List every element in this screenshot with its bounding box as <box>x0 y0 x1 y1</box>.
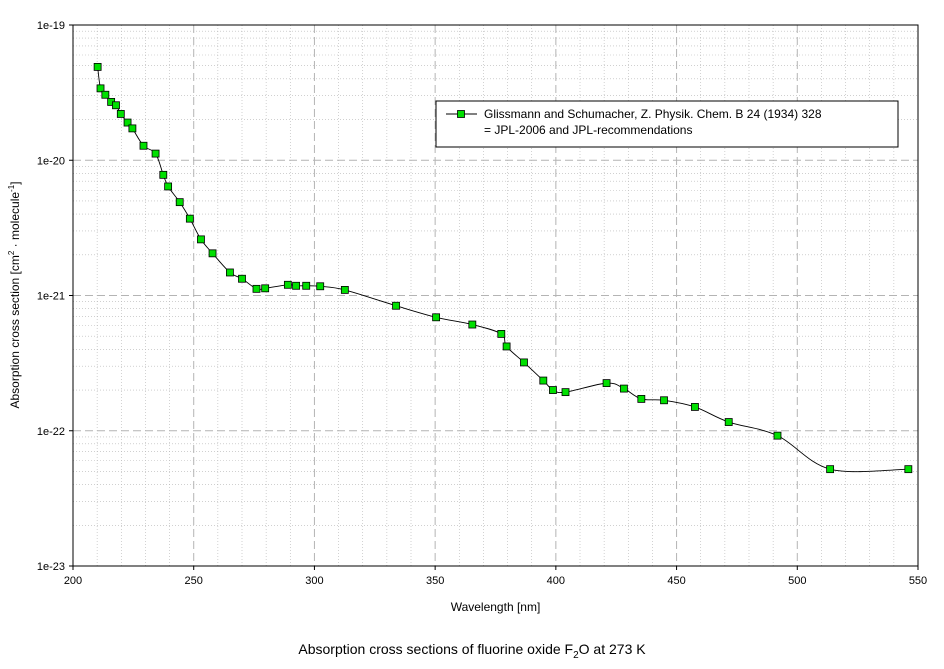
data-point <box>340 286 349 294</box>
legend-marker-sample <box>457 110 465 118</box>
data-point <box>128 124 137 133</box>
data-point <box>197 235 205 244</box>
data-point <box>139 141 148 150</box>
legend-box <box>435 100 899 148</box>
data-point <box>208 249 217 258</box>
data-point <box>773 431 782 440</box>
legend-entry-line1: Glissmann and Schumacher, Z. Physik. Che… <box>484 107 822 121</box>
y-tick-label: 1e-22 <box>37 426 65 438</box>
data-point <box>226 268 234 277</box>
data-point <box>502 342 511 351</box>
x-tick-label: 400 <box>547 575 565 587</box>
x-tick-label: 250 <box>185 575 203 587</box>
data-point <box>620 384 628 393</box>
data-point <box>112 101 120 110</box>
data-point <box>904 465 913 474</box>
data-point <box>549 386 557 394</box>
data-point <box>520 358 528 367</box>
x-tick-label: 550 <box>909 575 927 587</box>
data-point <box>660 396 668 405</box>
data-point <box>116 110 125 118</box>
data-point <box>252 284 261 293</box>
data-point <box>292 281 300 290</box>
data-point <box>123 118 132 127</box>
data-point <box>724 418 733 426</box>
x-tick-label: 300 <box>305 575 323 587</box>
data-point <box>316 282 325 291</box>
data-point <box>175 198 184 207</box>
x-tick-label: 500 <box>788 575 806 587</box>
data-point <box>691 403 699 411</box>
data-point <box>283 280 292 289</box>
legend-entry-line2: = JPL-2006 and JPL-recommendations <box>484 123 692 137</box>
data-point <box>602 379 611 388</box>
data-point <box>101 90 110 99</box>
chart-caption: Absorption cross sections of fluorine ox… <box>298 641 646 661</box>
data-point <box>93 63 102 71</box>
legend: Glissmann and Schumacher, Z. Physik. Che… <box>435 100 899 148</box>
data-point <box>432 313 441 322</box>
axis-ticks: 200 250 300 350 400 450 500 550 1e-23 1e-22 1e-21 1… <box>37 20 927 587</box>
data-point <box>497 330 506 338</box>
x-tick-label: 350 <box>426 575 444 587</box>
data-point <box>539 376 548 385</box>
data-point <box>826 465 835 474</box>
data-point <box>159 170 168 179</box>
grid <box>73 25 918 566</box>
series-markers <box>93 63 913 474</box>
data-point <box>185 214 194 223</box>
data-point <box>164 182 173 191</box>
y-tick-label: 1e-21 <box>37 291 65 303</box>
x-tick-label: 450 <box>667 575 685 587</box>
data-point <box>561 388 570 397</box>
data-point <box>151 149 160 158</box>
data-point <box>637 394 646 403</box>
x-axis-label: Wavelength [nm] <box>451 600 541 614</box>
y-tick-label: 1e-20 <box>37 155 65 167</box>
data-point <box>302 281 311 290</box>
y-axis-label: Absorption cross section [cm2 · molecule… <box>7 181 22 408</box>
data-point <box>261 284 270 293</box>
data-point <box>238 274 246 283</box>
y-tick-label: 1e-23 <box>37 561 65 573</box>
y-tick-label: 1e-19 <box>37 20 65 32</box>
data-point <box>96 84 105 93</box>
data-point <box>468 320 477 329</box>
x-tick-label: 200 <box>64 575 82 587</box>
data-point <box>392 301 400 310</box>
